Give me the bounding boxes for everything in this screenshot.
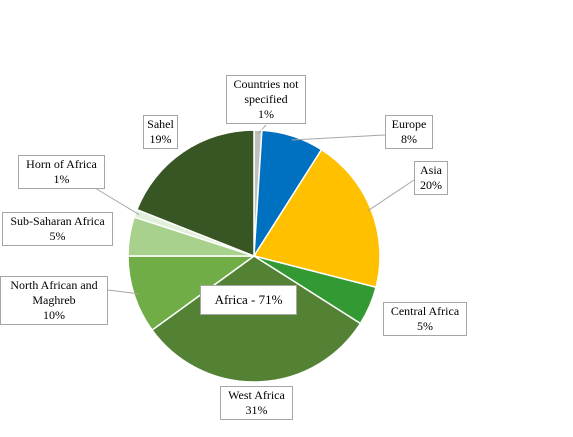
leader-line [89,184,140,216]
slice-label: Asia 20% [414,161,448,195]
value-label: 1% [258,107,274,121]
category-label: Countries not specified [233,77,299,106]
pie-slice [135,129,255,258]
category-label: Sahel [147,117,174,131]
leader-line [107,289,139,295]
slice-label: Sahel 19% [143,115,178,149]
slice-label: Sub-Saharan Africa 5% [2,212,113,246]
category-label: Sub-Saharan Africa [10,214,105,228]
category-label: North African and Maghreb [10,278,98,307]
value-label: 5% [49,229,66,243]
slice-label: West Africa 31% [220,386,293,420]
slice-label: North African and Maghreb 10% [0,276,108,325]
leader-line [367,179,415,212]
category-label: Europe [391,117,427,131]
category-label: Central Africa [390,304,460,318]
value-label: 8% [401,132,417,146]
value-label: 10% [43,308,65,322]
slice-label: Horn of Africa 1% [18,155,105,189]
leader-line [291,134,386,141]
category-label: Asia [420,163,442,177]
value-label: 5% [417,319,433,333]
slice-label: Europe 8% [385,115,433,149]
value-label: 19% [149,132,172,146]
category-label: Horn of Africa [26,157,97,171]
value-label: 20% [420,178,442,192]
value-label: 1% [53,172,70,186]
slice-label: Central Africa 5% [383,302,467,336]
pie-slice [151,255,362,383]
pie-slice [127,255,257,332]
annotation: Africa - 71% [200,285,297,315]
category-label: West Africa [228,388,285,402]
value-label: 31% [245,403,268,417]
pie-slice [252,148,381,289]
slice-label: Countries not specified 1% [226,75,306,124]
